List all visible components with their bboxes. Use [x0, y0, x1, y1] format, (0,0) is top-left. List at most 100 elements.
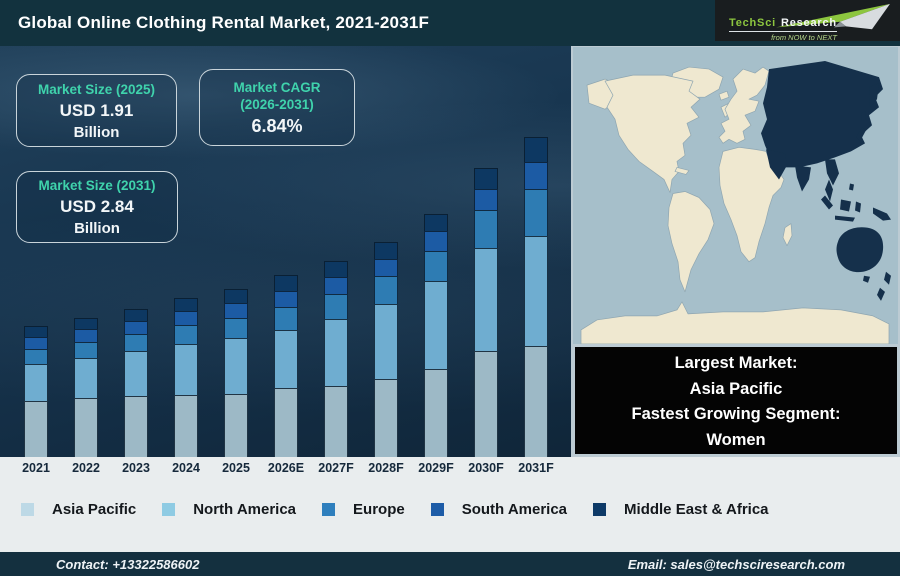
- bar-segment-2030f-south-america: [474, 189, 498, 210]
- bar-segment-2026e-europe: [274, 307, 298, 330]
- bar-segment-2022-asia-pacific: [74, 398, 98, 457]
- callout-line: Largest Market:: [674, 354, 798, 372]
- legend-label-middle-east-africa: Middle East & Africa: [624, 501, 769, 518]
- bar-2028f: [374, 242, 398, 457]
- bar-segment-2031f-europe: [524, 189, 548, 236]
- bar-segment-2029f-europe: [424, 251, 448, 281]
- header: Global Online Clothing Rental Market, 20…: [0, 0, 900, 46]
- legend-item-middle-east-africa: Middle East & Africa: [593, 501, 769, 518]
- bar-segment-2025-north-america: [224, 338, 248, 394]
- axis-label-2030f: 2030F: [468, 461, 504, 475]
- legend-item-south-america: South America: [430, 501, 568, 518]
- bar-2031f: [524, 137, 548, 457]
- axis-label-2021: 2021: [22, 461, 50, 475]
- bar-segment-2029f-middle-east-africa: [424, 214, 448, 231]
- bar-segment-2027f-north-america: [324, 319, 348, 386]
- bar-2021: [24, 326, 48, 457]
- callout-line: Fastest Growing Segment:: [631, 405, 841, 423]
- bar-segment-2022-middle-east-africa: [74, 318, 98, 329]
- info-box-heading: Market Size (2025): [37, 81, 156, 97]
- bar-2025: [224, 289, 248, 457]
- axis-label-2025: 2025: [222, 461, 250, 475]
- bar-segment-2031f-middle-east-africa: [524, 137, 548, 162]
- bar-segment-2025-europe: [224, 318, 248, 338]
- contact-email: Email: sales@techsciresearch.com: [627, 556, 845, 572]
- bar-segment-2023-asia-pacific: [124, 396, 148, 457]
- bar-segment-2021-north-america: [24, 364, 48, 401]
- info-box-heading: Market CAGR: [233, 79, 321, 95]
- logo-tagline: from NOW to NEXT: [771, 33, 837, 42]
- bar-segment-2025-south-america: [224, 303, 248, 318]
- bar-segment-2031f-north-america: [524, 236, 548, 346]
- bar-segment-2021-middle-east-africa: [24, 326, 48, 337]
- bar-segment-2025-middle-east-africa: [224, 289, 248, 303]
- legend-swatch-north-america: [162, 503, 176, 516]
- footer-bar: Contact: +13322586602 Email: sales@techs…: [0, 552, 900, 576]
- bar-segment-2022-europe: [74, 342, 98, 358]
- legend-swatch-asia-pacific: [21, 503, 34, 516]
- bar-segment-2024-north-america: [174, 344, 198, 395]
- largest-market-callout: Largest Market: Asia Pacific Fastest Gro…: [575, 347, 897, 454]
- bar-segment-2024-middle-east-africa: [174, 298, 198, 311]
- logo-brand: TechSci: [729, 17, 776, 29]
- axis-label-2031f: 2031F: [518, 461, 554, 475]
- bar-segment-2023-middle-east-africa: [124, 309, 148, 321]
- bar-segment-2023-south-america: [124, 321, 148, 334]
- bar-segment-2021-asia-pacific: [24, 401, 48, 457]
- bar-segment-2030f-asia-pacific: [474, 351, 498, 457]
- bar-segment-2026e-middle-east-africa: [274, 275, 298, 291]
- techsci-logo: TechSci Research from NOW to NEXT: [715, 0, 900, 42]
- logo-text: TechSci Research from NOW to NEXT: [729, 17, 837, 42]
- bar-segment-2029f-asia-pacific: [424, 369, 448, 457]
- bar-segment-2024-south-america: [174, 311, 198, 325]
- bar-segment-2028f-asia-pacific: [374, 379, 398, 457]
- axis-label-2028f: 2028F: [368, 461, 404, 475]
- axis-label-2029f: 2029F: [418, 461, 454, 475]
- bar-segment-2031f-south-america: [524, 162, 548, 189]
- legend-item-north-america: North America: [162, 501, 296, 518]
- bar-segment-2026e-south-america: [274, 291, 298, 307]
- legend-swatch-europe: [322, 503, 336, 516]
- info-box-market-cagr: Market CAGR (2026-2031) 6.84%: [199, 69, 355, 146]
- info-box-unit: Billion: [73, 123, 120, 141]
- callout-line: Women: [706, 430, 766, 449]
- info-box-value: USD 1.91: [59, 100, 134, 120]
- bar-segment-2022-north-america: [74, 358, 98, 398]
- page-title: Global Online Clothing Rental Market, 20…: [18, 13, 430, 32]
- bar-segment-2028f-middle-east-africa: [374, 242, 398, 259]
- bar-segment-2028f-south-america: [374, 259, 398, 276]
- map-landmass: [580, 66, 890, 344]
- bar-segment-2028f-europe: [374, 276, 398, 304]
- bar-segment-2025-asia-pacific: [224, 394, 248, 457]
- x-axis-labels: 2021 2022 2023 2024 2025 2026E 2027F 2028F 2029F…: [12, 461, 560, 475]
- axis-label-2023: 2023: [122, 461, 150, 475]
- axis-label-2026e: 2026E: [267, 461, 305, 475]
- map-highlight-asia-pacific: [761, 61, 891, 301]
- legend-label-asia-pacific: Asia Pacific: [52, 501, 137, 518]
- legend-swatch-south-america: [430, 503, 444, 516]
- bar-segment-2022-south-america: [74, 329, 98, 342]
- bar-segment-2021-europe: [24, 349, 48, 364]
- bar-segment-2021-south-america: [24, 337, 48, 349]
- legend-label-europe: Europe: [353, 501, 405, 518]
- bar-segment-2027f-south-america: [324, 277, 348, 294]
- bar-segment-2029f-north-america: [424, 281, 448, 369]
- bar-segment-2027f-asia-pacific: [324, 386, 348, 457]
- callout-line: Asia Pacific: [689, 379, 783, 398]
- bar-2023: [124, 309, 148, 457]
- bar-segment-2026e-north-america: [274, 330, 298, 388]
- right-panel: Largest Market: Asia Pacific Fastest Gro…: [571, 46, 900, 457]
- info-box-unit: Billion: [74, 220, 120, 237]
- bar-segment-2023-europe: [124, 334, 148, 351]
- bar-segment-2027f-europe: [324, 294, 348, 319]
- legend-label-south-america: South America: [461, 501, 568, 518]
- bar-2029f: [424, 214, 448, 457]
- bar-segment-2026e-asia-pacific: [274, 388, 298, 457]
- bars-row: [24, 117, 548, 457]
- bar-segment-2030f-europe: [474, 210, 498, 248]
- bar-segment-2024-asia-pacific: [174, 395, 198, 457]
- info-box-value: 6.84%: [251, 115, 303, 136]
- axis-label-2027f: 2027F: [318, 461, 354, 475]
- info-box-value: USD 2.84: [60, 197, 134, 216]
- bar-2027f: [324, 261, 348, 457]
